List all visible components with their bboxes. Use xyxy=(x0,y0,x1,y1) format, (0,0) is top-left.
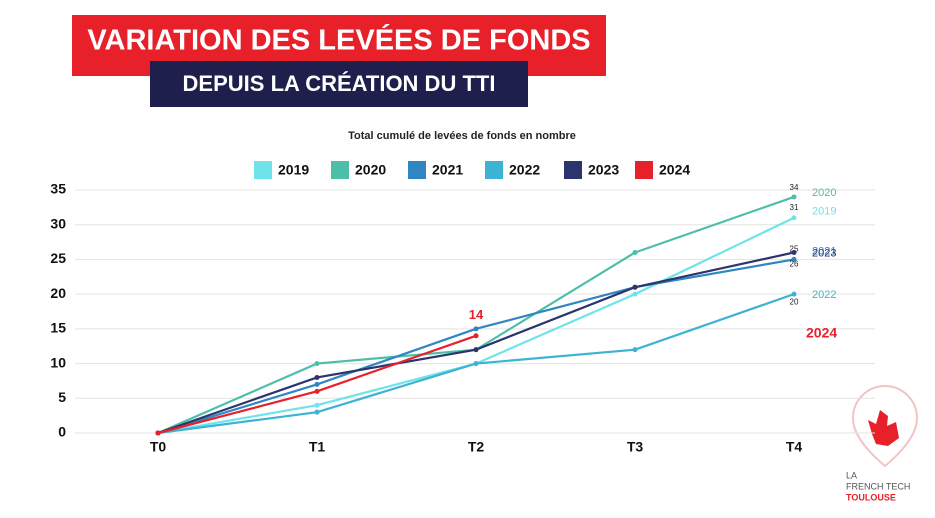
series-end-label: 2024 xyxy=(806,325,837,341)
data-point xyxy=(314,374,320,380)
data-point xyxy=(314,402,320,408)
data-point xyxy=(314,388,320,394)
logo-text: FRENCH TECH xyxy=(846,481,910,491)
y-tick-label: 0 xyxy=(58,424,66,440)
data-point xyxy=(473,333,479,339)
chart-title: Total cumulé de levées de fonds en nombr… xyxy=(348,130,576,142)
data-label: 34 xyxy=(790,183,799,192)
data-label: 25 xyxy=(790,245,799,254)
legend-label: 2020 xyxy=(355,162,386,178)
legend-swatch xyxy=(635,161,653,179)
y-tick-label: 10 xyxy=(50,354,66,370)
legend-label: 2024 xyxy=(659,162,690,178)
legend-swatch xyxy=(331,161,349,179)
data-point xyxy=(632,291,638,297)
x-tick-label: T0 xyxy=(150,439,167,455)
legend-label: 2023 xyxy=(588,162,619,178)
data-point xyxy=(632,347,638,353)
subtitle-box xyxy=(150,61,528,107)
data-point xyxy=(314,381,320,387)
series-end-label: 2019 xyxy=(812,206,836,218)
data-point xyxy=(155,430,161,436)
legend-swatch xyxy=(254,161,272,179)
data-point xyxy=(632,249,638,255)
data-point xyxy=(632,284,638,290)
data-point xyxy=(791,194,797,200)
logo: LA FRENCH TECH TOULOUSE xyxy=(846,385,919,502)
data-point xyxy=(791,249,797,255)
logo-text: TOULOUSE xyxy=(846,492,896,502)
series-end-label: 2023 xyxy=(812,247,836,259)
x-tick-label: T3 xyxy=(627,439,644,455)
legend-label: 2021 xyxy=(432,162,463,178)
legend-label: 2022 xyxy=(509,162,540,178)
y-tick-label: 5 xyxy=(58,389,66,405)
logo-text: LA xyxy=(846,470,857,480)
y-tick-label: 15 xyxy=(50,320,66,336)
y-tick-label: 25 xyxy=(50,250,66,266)
legend-label: 2019 xyxy=(278,162,309,178)
data-point xyxy=(314,361,320,367)
data-point xyxy=(791,256,797,262)
data-point xyxy=(791,291,797,297)
legend-swatch xyxy=(485,161,503,179)
data-point xyxy=(473,326,479,332)
data-label: 31 xyxy=(790,203,799,212)
y-tick-label: 30 xyxy=(50,215,66,231)
legend-swatch xyxy=(564,161,582,179)
data-point xyxy=(791,215,797,221)
data-point xyxy=(473,361,479,367)
x-tick-label: T2 xyxy=(468,439,485,455)
data-label: 26 xyxy=(790,260,799,269)
series-line xyxy=(157,251,795,435)
x-tick-label: T4 xyxy=(786,439,803,455)
series-end-label: 2021 xyxy=(812,245,836,257)
series-end-label: 2020 xyxy=(812,187,836,199)
data-label: 20 xyxy=(790,297,799,306)
data-point xyxy=(314,409,320,415)
y-tick-label: 20 xyxy=(50,285,66,301)
y-tick-label: 35 xyxy=(50,181,66,197)
series-end-label: 2022 xyxy=(812,289,836,301)
page-subtitle: DEPUIS LA CRÉATION DU TTI xyxy=(183,71,496,96)
logo-rooster xyxy=(868,410,899,446)
data-label: 14 xyxy=(469,307,484,322)
x-tick-label: T1 xyxy=(309,439,326,455)
legend-swatch xyxy=(408,161,426,179)
page-title: VARIATION DES LEVÉES DE FONDS xyxy=(87,23,590,57)
data-point xyxy=(473,347,479,353)
